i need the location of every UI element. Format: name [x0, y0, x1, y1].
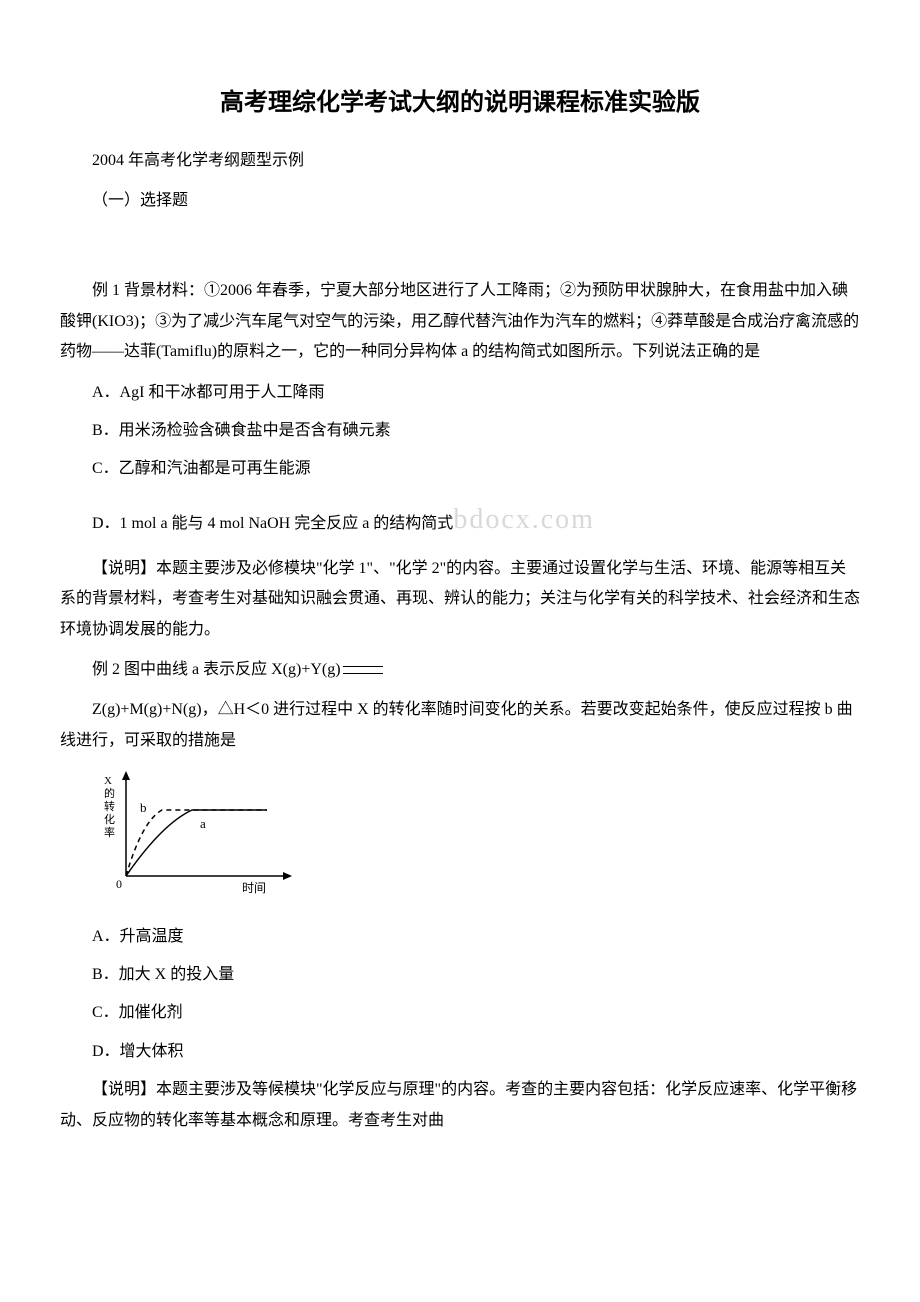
example2-text-line1: 例 2 图中曲线 a 表示反应 X(g)+Y(g) [60, 655, 860, 685]
example1-text: 例 1 背景材料：①2006 年春季，宁夏大部分地区进行了人工降雨；②为预防甲状… [60, 276, 860, 367]
example2-option-b: B．加大 X 的投入量 [60, 960, 860, 990]
example2-explanation: 【说明】本题主要涉及等候模块"化学反应与原理"的内容。考查的主要内容包括：化学反… [60, 1075, 860, 1136]
example1-option-b: B．用米汤检验含碘食盐中是否含有碘元素 [60, 416, 860, 446]
y-axis-label-4: 化 [104, 812, 115, 826]
curve-b [126, 810, 267, 876]
x-axis-label: 时间 [242, 881, 266, 895]
equilibrium-arrow-icon [343, 666, 383, 674]
origin-label: 0 [116, 877, 122, 891]
conversion-rate-chart: X 的 转 化 率 0 时间 a b [92, 766, 860, 907]
example1-option-c: C．乙醇和汽油都是可再生能源 [60, 454, 860, 484]
x-axis-arrow-icon [283, 872, 292, 880]
subtitle: 2004 年高考化学考纲题型示例 [60, 146, 860, 176]
curve-a-label: a [200, 816, 206, 831]
page-title: 高考理综化学考试大纲的说明课程标准实验版 [60, 80, 860, 126]
y-axis-label-5: 率 [104, 825, 115, 839]
section-label: （一）选择题 [60, 186, 860, 216]
curve-b-label: b [140, 800, 147, 815]
y-axis-label-2: 的 [104, 786, 115, 800]
curve-a [126, 810, 267, 876]
example2-option-a: A．升高温度 [60, 922, 860, 952]
watermark: bdocx.com [453, 504, 595, 535]
example2-text-line2: Z(g)+M(g)+N(g)，△H＜0 进行过程中 X 的转化率随时间变化的关系… [60, 695, 860, 756]
y-axis-arrow-icon [122, 771, 130, 780]
y-axis-label: X [104, 775, 112, 787]
example1-option-d: D．1 mol a 能与 4 mol NaOH 完全反应 a 的结构简式bdoc… [60, 493, 860, 546]
example1-explanation: 【说明】本题主要涉及必修模块"化学 1"、"化学 2"的内容。主要通过设置化学与… [60, 554, 860, 645]
y-axis-label-3: 转 [104, 799, 115, 813]
example2-option-c: C．加催化剂 [60, 998, 860, 1028]
example2-option-d: D．增大体积 [60, 1037, 860, 1067]
example1-option-d-text: D．1 mol a 能与 4 mol NaOH 完全反应 a 的结构简式 [92, 515, 453, 532]
example1-option-a: A．AgI 和干冰都可用于人工降雨 [60, 378, 860, 408]
example2-text-line1-content: 例 2 图中曲线 a 表示反应 X(g)+Y(g) [92, 661, 341, 678]
